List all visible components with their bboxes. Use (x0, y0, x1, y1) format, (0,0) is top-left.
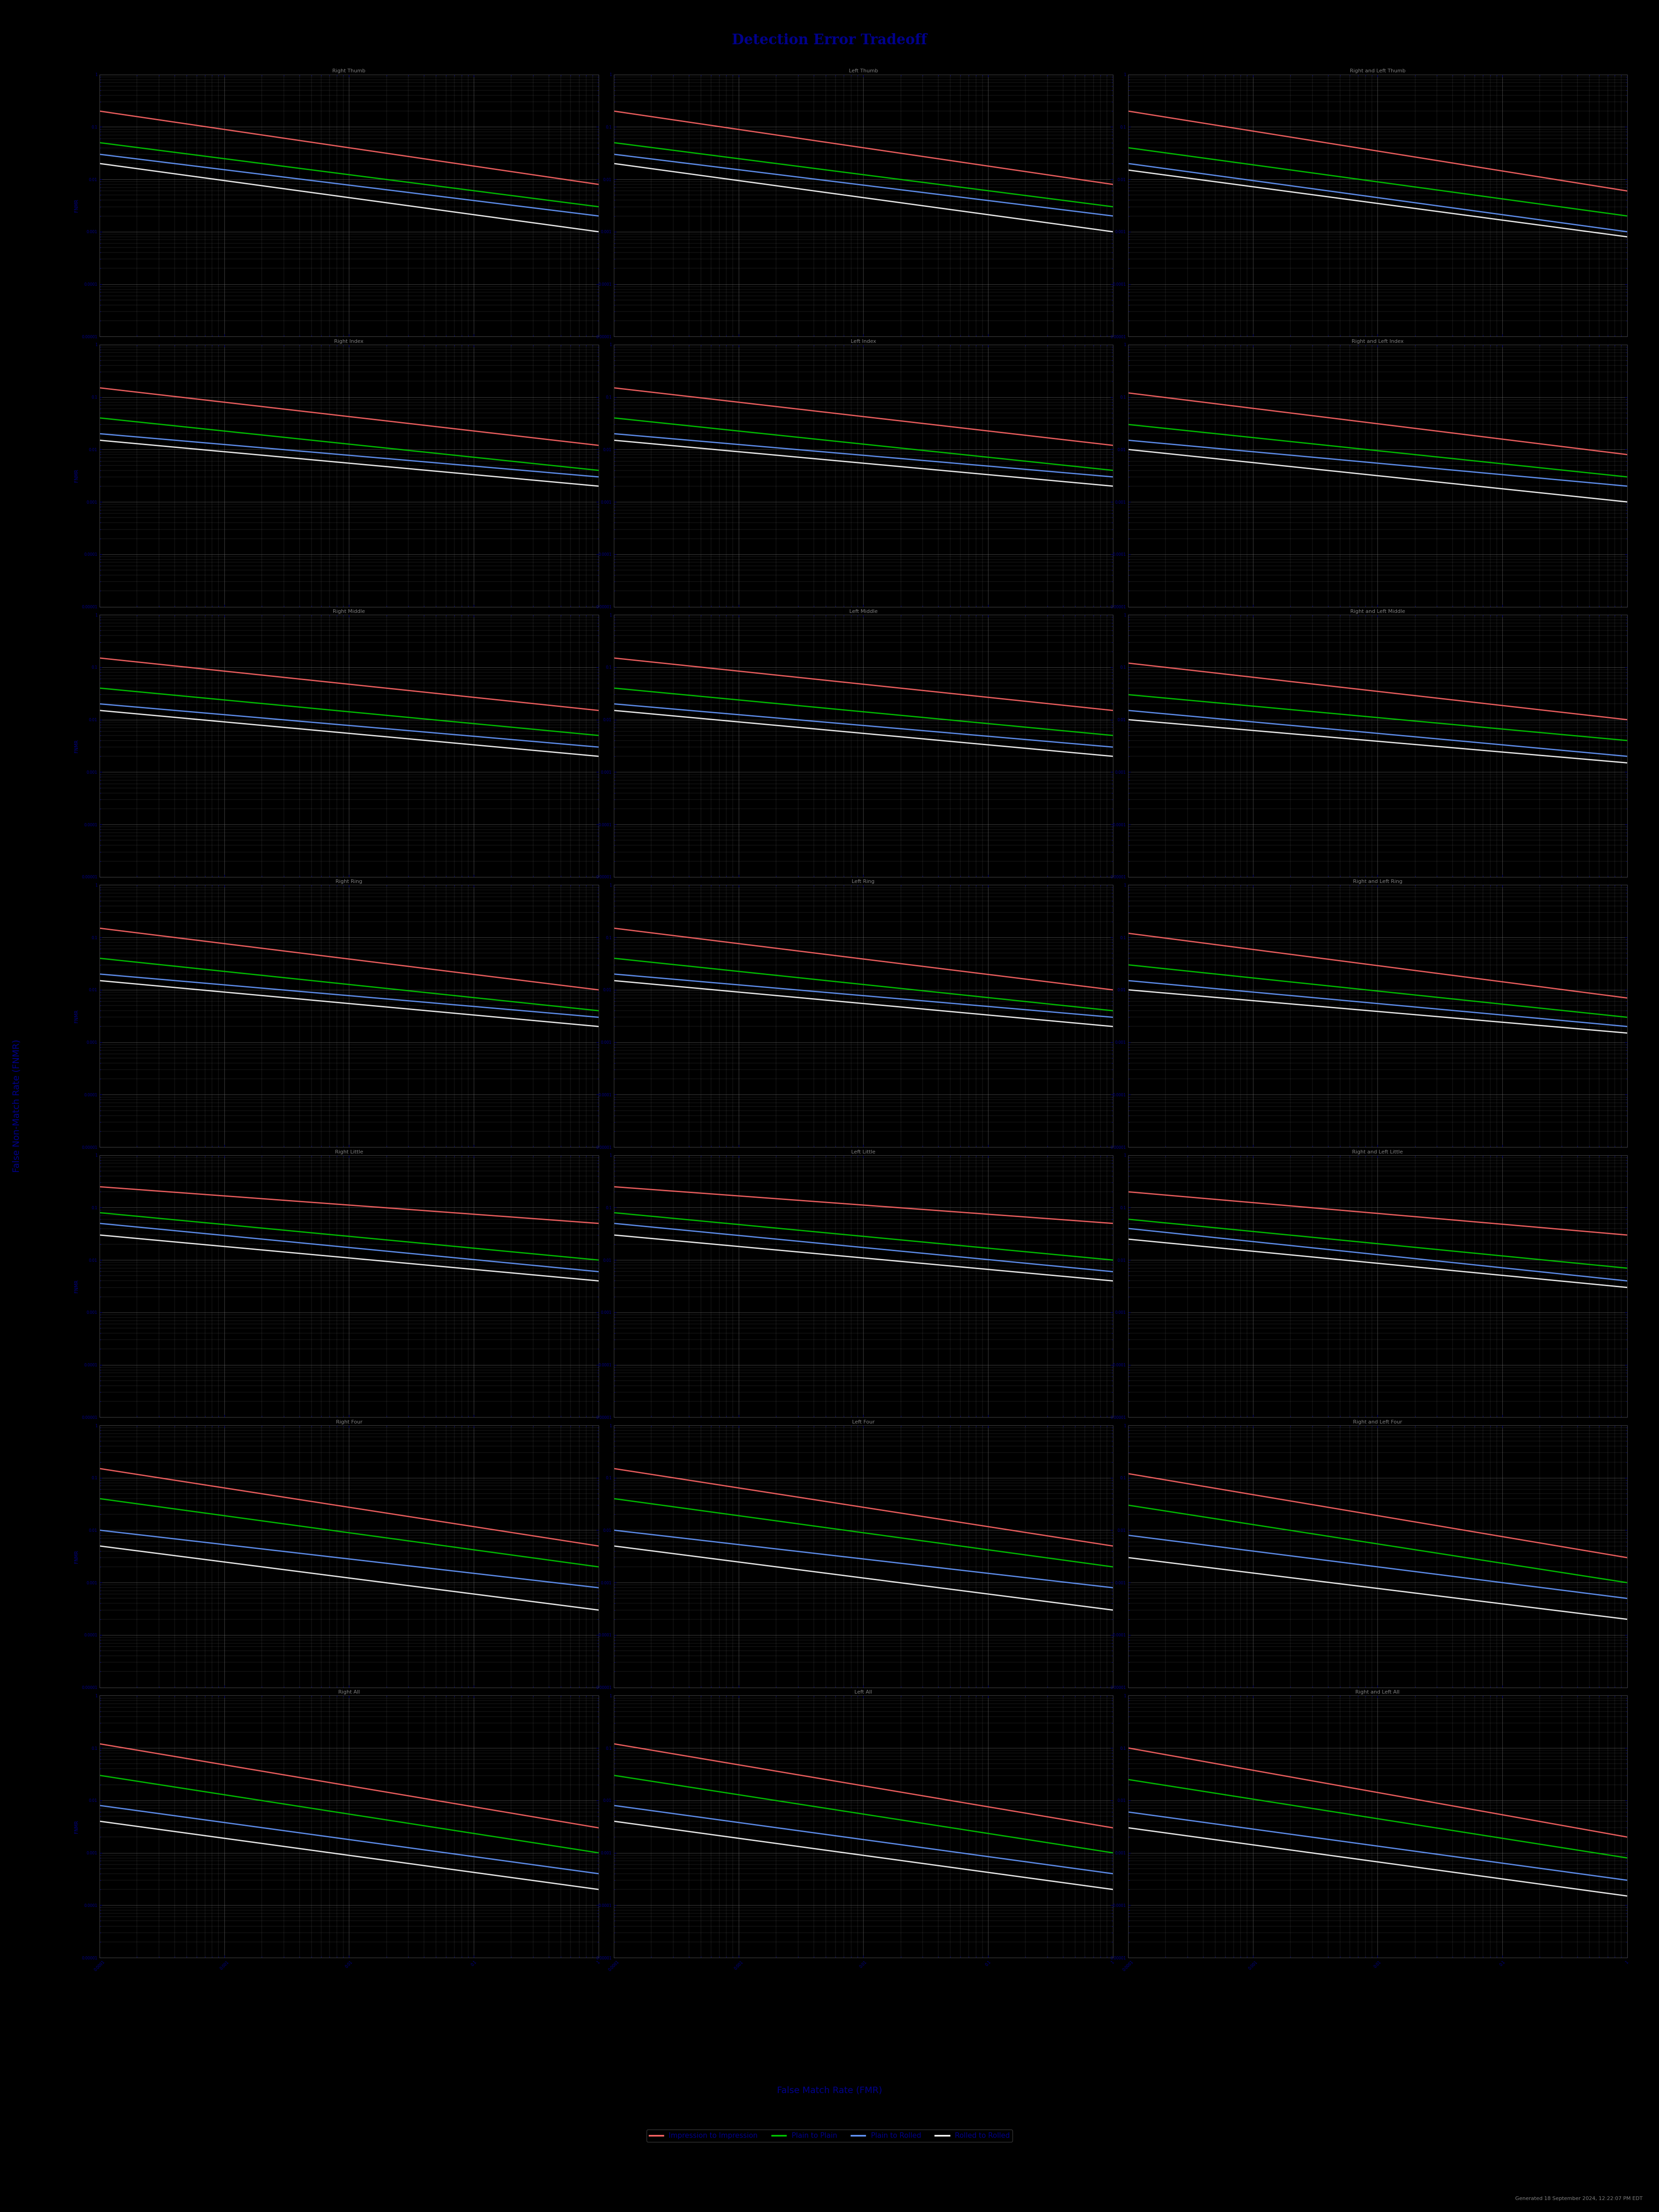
Title: Right and Left Ring: Right and Left Ring (1352, 880, 1402, 885)
Text: False Non-Match Rate (FNMR): False Non-Match Rate (FNMR) (12, 1040, 22, 1172)
Title: Left Ring: Left Ring (851, 880, 874, 885)
Y-axis label: FNMR: FNMR (75, 1281, 80, 1292)
Title: Right Four: Right Four (335, 1420, 362, 1425)
Title: Right and Left Index: Right and Left Index (1352, 338, 1404, 343)
Title: Right and Left Thumb: Right and Left Thumb (1350, 69, 1405, 73)
Title: Right and Left Four: Right and Left Four (1354, 1420, 1402, 1425)
Text: Detection Error Tradeoff: Detection Error Tradeoff (732, 33, 927, 46)
Title: Right and Left Middle: Right and Left Middle (1350, 608, 1405, 613)
Y-axis label: FNMR: FNMR (75, 1009, 80, 1022)
Y-axis label: FNMR: FNMR (75, 1820, 80, 1834)
Title: Right All: Right All (338, 1690, 360, 1694)
Title: Left Index: Left Index (851, 338, 876, 343)
Title: Right Thumb: Right Thumb (332, 69, 365, 73)
Y-axis label: FNMR: FNMR (75, 469, 80, 482)
Y-axis label: FNMR: FNMR (75, 199, 80, 212)
Title: Right Index: Right Index (333, 338, 363, 343)
Text: False Match Rate (FMR): False Match Rate (FMR) (776, 2086, 883, 2095)
Title: Right and Left Little: Right and Left Little (1352, 1150, 1404, 1155)
Title: Left All: Left All (854, 1690, 873, 1694)
Text: Generated 18 September 2024, 12:22:07 PM EDT: Generated 18 September 2024, 12:22:07 PM… (1515, 2197, 1642, 2201)
Title: Left Little: Left Little (851, 1150, 876, 1155)
Y-axis label: FNMR: FNMR (75, 1551, 80, 1564)
Title: Right Little: Right Little (335, 1150, 363, 1155)
Title: Right Ring: Right Ring (335, 880, 362, 885)
Title: Right and Left All: Right and Left All (1355, 1690, 1400, 1694)
Legend: Impression to Impression, Plain to Plain, Plain to Rolled, Rolled to Rolled: Impression to Impression, Plain to Plain… (647, 2130, 1012, 2141)
Title: Left Four: Left Four (853, 1420, 874, 1425)
Title: Left Middle: Left Middle (849, 608, 878, 613)
Y-axis label: FNMR: FNMR (75, 739, 80, 752)
Title: Right Middle: Right Middle (333, 608, 365, 613)
Title: Left Thumb: Left Thumb (849, 69, 878, 73)
